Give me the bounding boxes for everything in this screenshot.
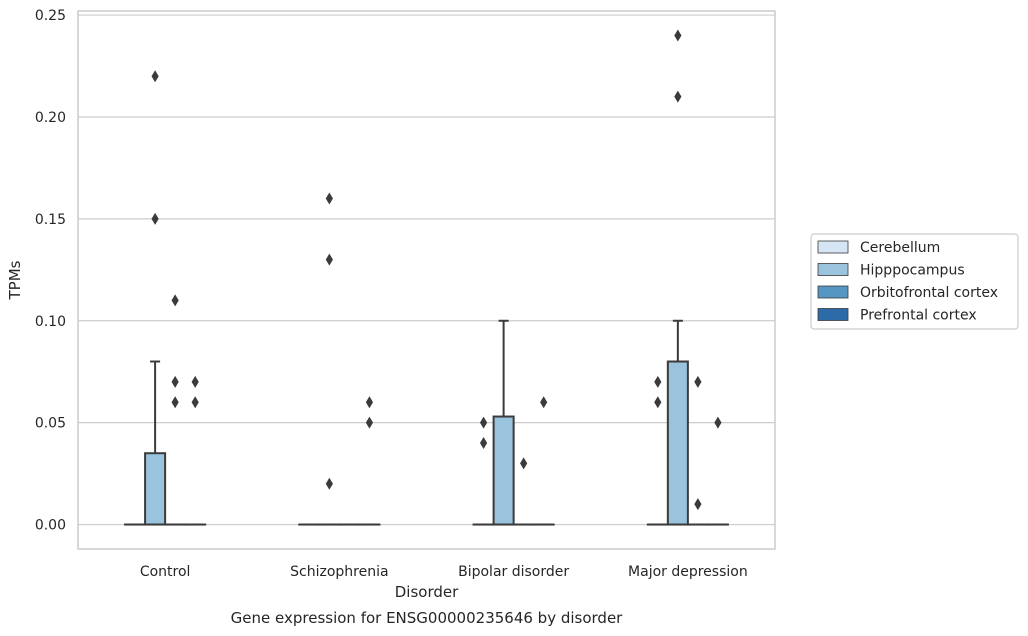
- outlier-point: [365, 396, 374, 409]
- box: [144, 452, 167, 526]
- legend-label: Prefrontal cortex: [860, 308, 977, 324]
- outlier-point: [325, 253, 333, 266]
- legend-swatch: [817, 285, 849, 299]
- axes: 0.00 0.05 0.10 0.15 0.20 0.25 Control Schizophr…: [35, 8, 748, 580]
- y-tick-label: 0.00: [35, 518, 66, 534]
- outlier-point: [191, 396, 199, 409]
- y-tick-label: 0.20: [35, 110, 66, 126]
- y-tick-label: 0.25: [35, 8, 66, 24]
- plot-frame: [77, 10, 776, 550]
- outlier-point: [171, 294, 179, 307]
- legend-label: Orbitofrontal cortex: [860, 285, 998, 301]
- x-tick-label: Major depression: [628, 564, 748, 580]
- y-tick-label: 0.15: [35, 212, 66, 228]
- y-tick-label: 0.10: [35, 314, 66, 330]
- legend-swatch: [817, 308, 849, 321]
- outlier-point: [325, 192, 333, 205]
- box: [492, 415, 515, 526]
- outlier-point: [171, 396, 179, 409]
- outlier-point: [325, 477, 333, 490]
- outlier-point: [365, 416, 374, 429]
- legend-label: Hipppocampus: [860, 263, 965, 279]
- outlier-point: [654, 375, 662, 388]
- outlier-point: [714, 416, 722, 429]
- y-tick-label: 0.05: [35, 416, 66, 432]
- outlier-point: [479, 416, 488, 429]
- outlier-point: [171, 375, 179, 388]
- x-tick-label: Schizophrenia: [290, 564, 388, 580]
- legend: Cerebellum Hipppocampus Orbitofrontal cort…: [810, 233, 1019, 330]
- outlier-point: [479, 437, 488, 450]
- legend-label: Cerebellum: [860, 240, 940, 256]
- outlier-point: [520, 457, 528, 470]
- outlier-point: [694, 498, 702, 511]
- outlier-point: [694, 375, 702, 388]
- legend-swatch: [817, 263, 849, 276]
- plot-area: [124, 29, 729, 526]
- outlier-point: [151, 212, 159, 225]
- x-axis-title: Disorder: [395, 583, 459, 601]
- y-axis-title: TPMs: [6, 260, 24, 300]
- outlier-point: [540, 396, 548, 409]
- legend-box: [810, 233, 1019, 330]
- box: [666, 360, 689, 526]
- outlier-point: [151, 70, 159, 83]
- outlier-point: [674, 29, 682, 42]
- outlier-point: [191, 375, 199, 388]
- x-tick-label: Control: [140, 564, 191, 580]
- chart-caption: Gene expression for ENSG00000235646 by d…: [231, 609, 624, 627]
- outlier-point: [674, 90, 682, 103]
- x-tick-label: Bipolar disorder: [458, 564, 569, 580]
- legend-swatch: [817, 240, 849, 254]
- outlier-point: [654, 396, 662, 409]
